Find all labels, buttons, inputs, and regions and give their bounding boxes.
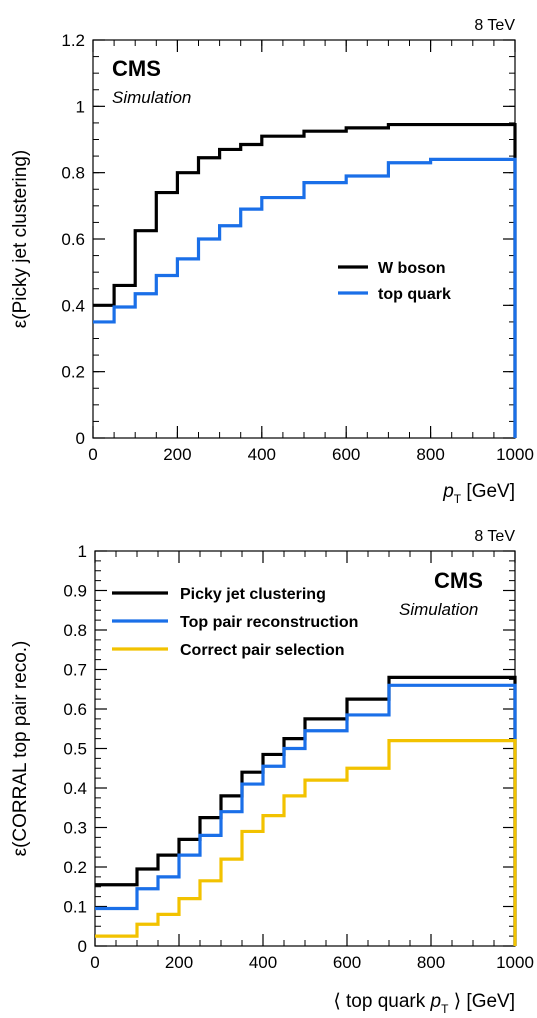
y-tick-label: 0.9: [63, 582, 87, 601]
legend-label: Picky jet clustering: [180, 586, 326, 603]
legend-label: Top pair reconstruction: [180, 614, 358, 631]
y-axis-title: ε(Picky jet clustering): [10, 150, 31, 328]
legend-label: top quark: [378, 286, 451, 303]
x-tick-label: 0: [90, 953, 99, 972]
energy-label: 8 TeV: [474, 528, 515, 545]
simulation-label: Simulation: [399, 600, 478, 619]
y-tick-label: 0.8: [63, 621, 87, 640]
chart-panel-1: 0 200 400 600 800 1000 0 0.2 0.4 0.6 0.8 1 1.2 W boso…: [10, 17, 534, 506]
x-axis-subscript: T: [454, 492, 462, 506]
y-tick-label: 1.2: [61, 31, 85, 50]
x-axis-title: pT [GeV]: [442, 481, 515, 506]
legend-label: W boson: [378, 260, 446, 277]
y-tick-label: 1: [76, 97, 85, 116]
y-tick-label: 0: [78, 937, 87, 956]
y-tick-label: 0.5: [63, 740, 87, 759]
x-tick-label: 1000: [496, 953, 534, 972]
x-tick-label: 0: [88, 445, 97, 464]
x-axis-unit: [GeV]: [461, 481, 515, 502]
y-tick-label: 0: [76, 429, 85, 448]
x-tick-label: 800: [417, 953, 445, 972]
y-tick-label: 0.3: [63, 819, 87, 838]
y-tick-label: 0.2: [63, 858, 87, 877]
y-tick-label: 0.6: [63, 700, 87, 719]
x-axis-subscript: T: [441, 1002, 449, 1016]
x-tick-label: 400: [249, 953, 277, 972]
x-tick-label: 800: [416, 445, 444, 464]
x-axis-variable: p: [442, 481, 454, 502]
series-line-3: [95, 739, 517, 946]
x-tick-label: 600: [332, 445, 360, 464]
x-tick-label: 200: [163, 445, 191, 464]
experiment-label: CMS: [112, 56, 161, 81]
x-axis-title: ⟨ top quark pT ⟩ [GeV]: [333, 991, 515, 1016]
experiment-label: CMS: [434, 568, 483, 593]
series-line-2: [95, 683, 517, 946]
x-tick-label: 200: [165, 953, 193, 972]
series-line-2: [93, 157, 517, 438]
chart-panel-2: 0 200 400 600 800 1000 0 0.1 0.2 0.3 0.4 0.5 0.6 0.7 0…: [10, 528, 534, 1016]
y-tick-label: 0.2: [61, 363, 85, 382]
y-axis-title: ε(CORRAL top pair reco.): [10, 641, 31, 857]
legend-label: Correct pair selection: [180, 642, 345, 659]
energy-label: 8 TeV: [474, 17, 515, 34]
y-tick-label: 0.7: [63, 661, 87, 680]
series-line-1: [95, 675, 517, 946]
series-line-1: [93, 122, 517, 438]
y-tick-label: 0.4: [63, 779, 87, 798]
x-tick-label: 1000: [496, 445, 534, 464]
y-tick-label: 0.6: [61, 230, 85, 249]
x-tick-label: 600: [333, 953, 361, 972]
simulation-label: Simulation: [112, 88, 191, 107]
x-tick-label: 400: [248, 445, 276, 464]
x-axis-variable: p: [430, 991, 442, 1012]
y-tick-label: 1: [78, 542, 87, 561]
x-axis-title-prefix: ⟨ top quark: [333, 991, 430, 1012]
y-tick-label: 0.8: [61, 164, 85, 183]
x-axis-title-suffix: ⟩ [GeV]: [448, 991, 515, 1012]
y-tick-label: 0.1: [63, 898, 87, 917]
y-tick-label: 0.4: [61, 296, 85, 315]
